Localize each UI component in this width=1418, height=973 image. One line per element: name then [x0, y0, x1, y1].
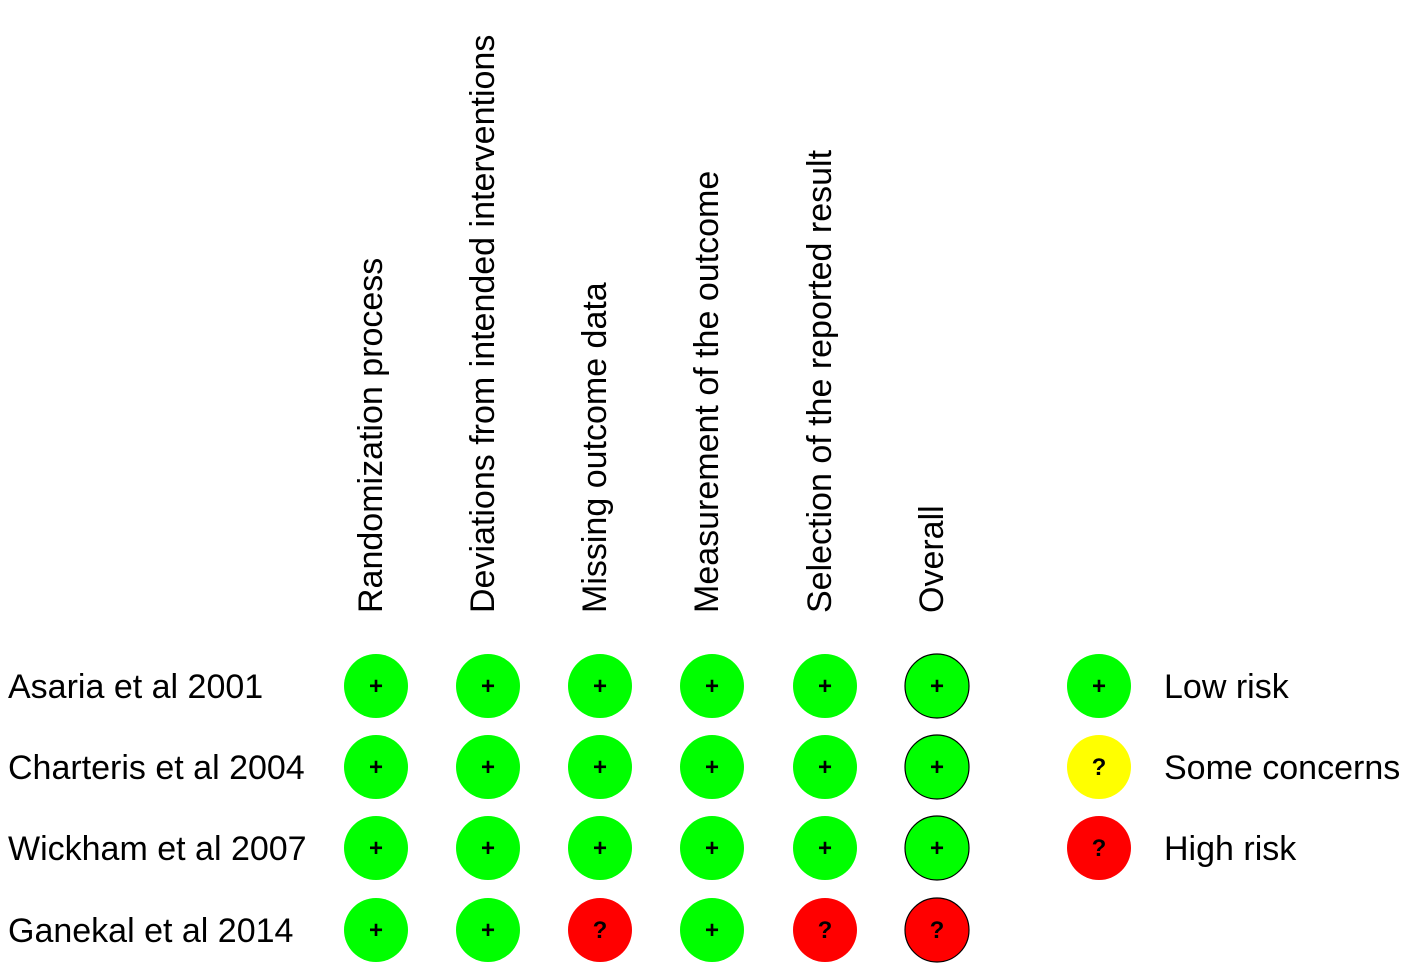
study-label: Asaria et al 2001	[8, 668, 263, 706]
judgement-symbol: +	[481, 835, 495, 862]
judgement-symbol: +	[369, 917, 383, 944]
judgement-symbol: ?	[593, 917, 608, 944]
judgement-circle-low	[680, 898, 744, 962]
judgement-symbol: +	[593, 835, 607, 862]
judgement-cell: ?	[793, 898, 857, 962]
judgement-cell: +	[344, 735, 408, 799]
judgement-circle-low	[793, 735, 857, 799]
judgement-circle-high	[904, 897, 970, 963]
column-label-selection-of-the-reported-result: Selection of the reported result	[801, 149, 839, 613]
judgement-symbol: +	[705, 754, 719, 781]
judgement-symbol: +	[369, 673, 383, 700]
judgement-cell: +	[680, 816, 744, 880]
column-label-overall: Overall	[913, 505, 951, 613]
judgement-circle-low	[456, 654, 520, 718]
judgement-circle-low	[456, 816, 520, 880]
judgement-cell: +	[680, 654, 744, 718]
judgement-circle-low	[680, 816, 744, 880]
judgement-circle-low	[344, 898, 408, 962]
judgement-circle-low	[456, 898, 520, 962]
judgement-circle-low	[904, 653, 970, 719]
column-label-missing-outcome-data: Missing outcome data	[576, 282, 614, 613]
judgement-symbol: ?	[930, 917, 945, 944]
judgement-circle-low	[344, 735, 408, 799]
judgement-circle-low	[344, 654, 408, 718]
judgement-symbol: ?	[818, 917, 833, 944]
legend-item-low: + Low risk	[1067, 654, 1290, 718]
legend: + Low risk? Some concerns? High risk	[1067, 654, 1400, 880]
judgement-cell: +	[568, 654, 632, 718]
judgement-circle-low	[904, 734, 970, 800]
column-label-deviations-from-intended-interventions: Deviations from intended interventions	[464, 35, 502, 613]
judgement-cell: +	[568, 735, 632, 799]
legend-item-high: ? High risk	[1067, 816, 1297, 880]
judgement-symbol: +	[930, 835, 944, 862]
judgement-circle-low	[680, 654, 744, 718]
judgement-circle-low	[568, 654, 632, 718]
legend-label: Low risk	[1164, 668, 1290, 706]
legend-swatch-low	[1067, 654, 1131, 718]
judgement-circle-low	[456, 735, 520, 799]
judgement-symbol: +	[481, 917, 495, 944]
judgement-symbol: +	[593, 673, 607, 700]
legend-label: High risk	[1164, 830, 1297, 868]
judgement-cell: +	[680, 735, 744, 799]
judgement-circle-low	[568, 816, 632, 880]
judgement-cell: +	[568, 816, 632, 880]
judgement-circle-high	[568, 898, 632, 962]
judgement-cell: +	[344, 654, 408, 718]
judgement-circle-low	[680, 735, 744, 799]
judgement-symbol: +	[369, 835, 383, 862]
legend-swatch-some	[1067, 735, 1131, 799]
judgement-symbol: +	[481, 673, 495, 700]
judgement-cell: +	[680, 898, 744, 962]
legend-symbol: ?	[1092, 835, 1107, 862]
judgement-symbol: +	[930, 754, 944, 781]
judgement-cell: ?	[904, 897, 970, 963]
judgement-cell: +	[456, 816, 520, 880]
judgement-cell: +	[456, 735, 520, 799]
judgement-circle-low	[793, 816, 857, 880]
judgement-circle-low	[904, 815, 970, 881]
study-row-labels: Asaria et al 2001 Charteris et al 2004 Wic…	[8, 668, 307, 950]
judgement-cell: +	[904, 815, 970, 881]
column-label-measurement-of-the-outcome: Measurement of the outcome	[688, 171, 726, 613]
judgement-cells: + + + + + + + + + + + + + + + + + + + +? +??	[344, 653, 970, 963]
judgement-cell: +	[456, 898, 520, 962]
judgement-cell: +	[904, 734, 970, 800]
judgement-cell: +	[344, 898, 408, 962]
judgement-cell: ?	[568, 898, 632, 962]
judgement-symbol: +	[481, 754, 495, 781]
judgement-circle-low	[344, 816, 408, 880]
judgement-symbol: +	[369, 754, 383, 781]
judgement-circle-low	[568, 735, 632, 799]
legend-symbol: +	[1092, 673, 1106, 700]
judgement-symbol: +	[818, 754, 832, 781]
judgement-cell: +	[793, 735, 857, 799]
judgement-cell: +	[793, 654, 857, 718]
judgement-cell: +	[904, 653, 970, 719]
legend-label: Some concerns	[1164, 749, 1400, 787]
legend-item-some: ? Some concerns	[1067, 735, 1400, 799]
judgement-circle-low	[793, 654, 857, 718]
judgement-symbol: +	[705, 835, 719, 862]
judgement-cell: +	[793, 816, 857, 880]
judgement-symbol: +	[818, 673, 832, 700]
judgement-symbol: +	[593, 754, 607, 781]
judgement-symbol: +	[705, 917, 719, 944]
study-label: Wickham et al 2007	[8, 830, 307, 868]
domain-column-labels: Randomization process Deviations from int…	[352, 35, 951, 613]
judgement-cell: +	[456, 654, 520, 718]
judgement-symbol: +	[705, 673, 719, 700]
legend-swatch-high	[1067, 816, 1131, 880]
study-label: Charteris et al 2004	[8, 749, 305, 787]
judgement-symbol: +	[930, 673, 944, 700]
legend-symbol: ?	[1092, 754, 1107, 781]
judgement-cell: +	[344, 816, 408, 880]
judgement-symbol: +	[818, 835, 832, 862]
study-label: Ganekal et al 2014	[8, 912, 293, 950]
judgement-circle-high	[793, 898, 857, 962]
column-label-randomization-process: Randomization process	[352, 258, 390, 613]
